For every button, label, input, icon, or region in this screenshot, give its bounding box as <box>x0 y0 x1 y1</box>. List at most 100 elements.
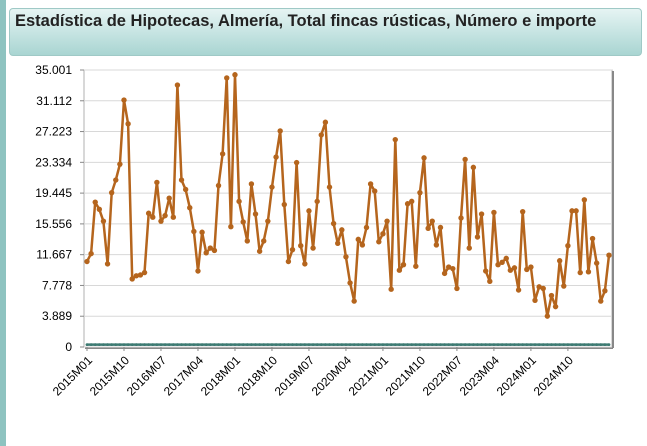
data-point[interactable] <box>145 210 152 216</box>
data-point[interactable] <box>577 269 583 276</box>
data-point[interactable] <box>108 189 115 196</box>
data-point[interactable] <box>121 97 127 103</box>
data-point[interactable] <box>137 272 144 278</box>
data-point[interactable] <box>84 258 90 265</box>
data-point[interactable] <box>310 245 316 251</box>
data-point[interactable] <box>187 205 193 211</box>
data-point[interactable] <box>511 265 518 271</box>
data-point[interactable] <box>380 231 386 237</box>
data-point[interactable] <box>458 215 464 221</box>
data-point[interactable] <box>269 184 275 190</box>
data-point[interactable] <box>548 292 555 299</box>
data-point[interactable] <box>429 218 435 224</box>
data-point[interactable] <box>261 238 267 244</box>
data-point[interactable] <box>125 121 131 127</box>
data-point[interactable] <box>359 242 366 248</box>
data-point[interactable] <box>174 82 181 88</box>
data-point[interactable] <box>585 269 592 275</box>
data-point[interactable] <box>211 247 218 254</box>
data-point[interactable] <box>482 268 489 274</box>
data-point[interactable] <box>154 179 160 186</box>
data-point[interactable] <box>602 288 608 294</box>
data-point[interactable] <box>581 197 588 203</box>
data-point[interactable] <box>96 206 103 212</box>
data-point[interactable] <box>495 261 501 268</box>
data-point[interactable] <box>450 265 456 272</box>
data-point[interactable] <box>384 218 390 224</box>
data-point[interactable] <box>593 260 600 266</box>
data-point[interactable] <box>347 280 353 286</box>
data-point[interactable] <box>409 198 415 205</box>
data-point[interactable] <box>446 264 452 270</box>
data-point[interactable] <box>552 303 559 310</box>
data-point[interactable] <box>598 298 604 304</box>
data-point[interactable] <box>285 258 292 265</box>
data-point[interactable] <box>298 243 304 249</box>
data-point[interactable] <box>343 254 349 260</box>
data-point[interactable] <box>392 136 398 143</box>
data-point[interactable] <box>207 245 214 251</box>
data-point[interactable] <box>388 286 394 292</box>
data-point[interactable] <box>519 208 526 215</box>
data-point[interactable] <box>141 269 148 276</box>
data-point[interactable] <box>573 208 579 214</box>
data-point[interactable] <box>417 189 423 196</box>
data-point[interactable] <box>244 238 250 244</box>
data-point[interactable] <box>335 240 341 247</box>
data-point[interactable] <box>240 219 246 225</box>
data-point[interactable] <box>536 284 542 290</box>
data-point[interactable] <box>433 242 440 248</box>
data-point[interactable] <box>265 218 271 224</box>
data-point[interactable] <box>330 220 337 227</box>
data-point[interactable] <box>376 239 382 245</box>
data-point[interactable] <box>524 266 530 273</box>
data-point[interactable] <box>425 225 431 231</box>
data-point[interactable] <box>273 154 279 160</box>
data-point[interactable] <box>367 181 374 187</box>
data-point[interactable] <box>474 234 481 240</box>
data-point[interactable] <box>232 72 238 78</box>
data-point[interactable] <box>228 224 234 230</box>
data-point[interactable] <box>528 264 534 270</box>
data-point[interactable] <box>113 177 119 183</box>
data-point[interactable] <box>532 297 538 304</box>
data-point[interactable] <box>606 252 612 258</box>
data-point[interactable] <box>158 218 164 224</box>
data-point[interactable] <box>351 298 357 304</box>
data-point[interactable] <box>256 248 263 254</box>
data-point[interactable] <box>363 224 370 231</box>
data-point[interactable] <box>129 276 135 282</box>
data-point[interactable] <box>503 255 509 262</box>
data-point[interactable] <box>322 119 329 125</box>
data-point[interactable] <box>289 246 296 253</box>
data-point[interactable] <box>437 224 444 231</box>
data-point[interactable] <box>224 75 230 81</box>
data-point[interactable] <box>170 214 177 220</box>
data-point[interactable] <box>318 132 324 138</box>
data-point[interactable] <box>396 267 403 273</box>
data-point[interactable] <box>487 278 493 285</box>
data-point[interactable] <box>252 211 259 217</box>
data-point[interactable] <box>491 209 497 216</box>
data-point[interactable] <box>556 258 563 264</box>
data-point[interactable] <box>162 212 168 219</box>
data-point[interactable] <box>203 250 209 256</box>
data-point[interactable] <box>372 188 378 194</box>
data-point[interactable] <box>515 287 522 293</box>
data-point[interactable] <box>355 236 361 243</box>
data-point[interactable] <box>470 164 477 171</box>
data-point[interactable] <box>306 208 312 214</box>
data-point[interactable] <box>569 208 575 214</box>
data-point[interactable] <box>478 211 485 217</box>
data-point[interactable] <box>314 198 320 205</box>
data-point[interactable] <box>281 201 287 208</box>
data-point[interactable] <box>215 182 222 189</box>
data-point[interactable] <box>277 128 283 134</box>
data-point[interactable] <box>466 245 472 251</box>
data-point[interactable] <box>117 161 123 167</box>
data-point[interactable] <box>561 283 567 289</box>
data-point[interactable] <box>133 273 140 279</box>
data-point[interactable] <box>182 186 189 193</box>
data-point[interactable] <box>507 267 514 273</box>
data-point[interactable] <box>219 151 226 157</box>
